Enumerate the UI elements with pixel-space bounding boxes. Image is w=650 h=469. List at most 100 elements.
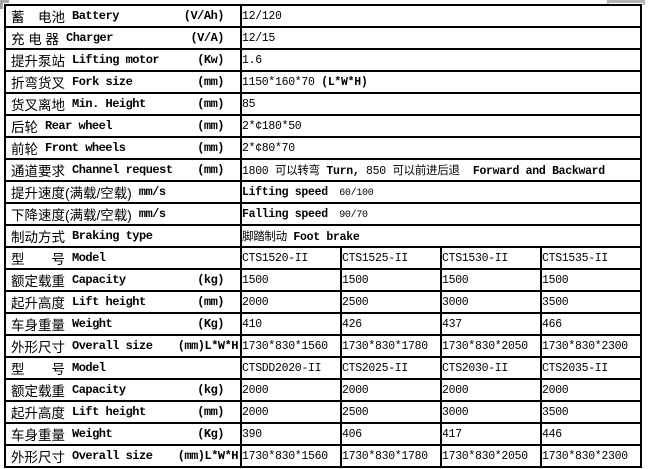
spec-table-body: 蓄 电池 Battery (V/Ah) 12/120 充 电 器 Charger (V/A)… <box>4 4 643 468</box>
row-label-en: Fork size <box>72 75 133 89</box>
value-cell: 3500 <box>539 290 643 314</box>
row-label-cell: 提升泵站 Lifting motor (Kw) <box>4 48 242 72</box>
row-label-cell: 折弯货叉 Fork size (mm) <box>4 70 242 94</box>
table-row: 额定载重 Capacity (kg) 1500 1500 1500 1500 <box>4 268 643 292</box>
row-label: 额定载重 Capacity (kg) <box>7 271 239 289</box>
value-segment: 60/100 <box>327 187 374 199</box>
table-row: 充 电 器 Charger (V/A) 12/15 <box>4 26 643 50</box>
table-row: 后轮 Rear wheel (mm) 2*¢180*50 <box>4 114 643 138</box>
value-cell: 2000 <box>340 378 442 402</box>
value-segment: (L*W*H) <box>321 75 368 89</box>
value-cell: 2*¢180*50 <box>239 114 643 138</box>
row-label-unit: (Kw) <box>197 53 224 67</box>
value-segment: 3000 <box>442 405 469 419</box>
row-label-zh: 下降速度(满载/空载) <box>11 208 132 223</box>
row-label-en: Weight <box>72 427 113 441</box>
value-cell: Lifting speed 60/100 <box>239 180 643 204</box>
row-label-zh: 额定载重 <box>11 384 65 399</box>
row-label-unit: (kg) <box>197 273 224 287</box>
value-cell: 1730*830*1780 <box>340 334 442 358</box>
value-segment: 1730*830*1560 <box>242 339 328 353</box>
row-label-cell: 车身重量 Weight (Kg) <box>4 422 242 446</box>
row-label-zh: 额定载重 <box>11 274 65 289</box>
value-segment: 1500 <box>442 273 469 287</box>
row-label-en: Capacity <box>72 273 126 287</box>
value-segment: 12/15 <box>242 31 276 45</box>
value-segment: CTS2030-II <box>442 361 509 375</box>
row-label-cell: 起升高度 Lift height (mm) <box>4 400 242 424</box>
row-label-cell: 额定载重 Capacity (kg) <box>4 268 242 292</box>
value-cell: CTS1535-II <box>539 246 643 270</box>
row-label: 折弯货叉 Fork size (mm) <box>7 73 239 91</box>
row-label-unit: (kg) <box>197 383 224 397</box>
row-label-zh: 车身重量 <box>11 318 65 333</box>
value-cell: 1730*830*2050 <box>440 334 542 358</box>
row-label-en: mm/s <box>138 207 166 221</box>
value-segment: 417 <box>442 427 462 441</box>
value-cell: CTS1520-II <box>240 246 342 270</box>
value-segment: 446 <box>542 427 562 441</box>
value-cell: CTS1530-II <box>440 246 542 270</box>
row-label-en: Braking type <box>72 229 153 243</box>
value-cell: CTSDD2020-II <box>240 356 342 380</box>
row-label: 提升泵站 Lifting motor (Kw) <box>7 51 239 69</box>
value-cell: CTS1525-II <box>340 246 442 270</box>
row-label-zh: 车身重量 <box>11 428 65 443</box>
value-cell: 85 <box>239 92 643 116</box>
value-cell: 390 <box>240 422 342 446</box>
value-cell: 3000 <box>440 290 542 314</box>
row-label-en: Min. Height <box>72 97 146 111</box>
table-row: 提升泵站 Lifting motor (Kw) 1.6 <box>4 48 643 72</box>
row-label-unit: (Kg) <box>197 427 224 441</box>
value-cell: 3500 <box>539 400 643 424</box>
value-segment: CTSDD2020-II <box>242 361 322 375</box>
row-label-en: Model <box>72 251 106 265</box>
row-label-zh: 蓄 电池 <box>11 10 65 25</box>
value-cell: 2*¢80*70 <box>239 136 643 160</box>
value-segment: 2500 <box>342 405 369 419</box>
row-label-zh: 外形尺寸 <box>11 450 65 465</box>
value-cell: 2000 <box>539 378 643 402</box>
value-cell: 466 <box>539 312 643 336</box>
value-segment: 2000 <box>542 383 569 397</box>
value-cell: 1.6 <box>239 48 643 72</box>
value-segment: 脚踏制动 <box>242 231 294 244</box>
value-segment: 1730*830*1560 <box>242 449 328 463</box>
row-label: 型 号 Model <box>7 359 239 377</box>
column-resize-handle[interactable] <box>607 0 645 5</box>
value-cell: Falling speed 90/70 <box>239 202 643 226</box>
value-segment: 466 <box>542 317 562 331</box>
row-label-zh: 货叉离地 <box>11 98 65 113</box>
value-cell: 1730*830*1560 <box>240 334 342 358</box>
value-segment: 1730*830*1780 <box>342 339 428 353</box>
value-segment: 12/120 <box>242 9 282 23</box>
value-cell: 1500 <box>440 268 542 292</box>
row-label-en: Capacity <box>72 383 126 397</box>
row-label-unit: (mm) <box>197 97 224 111</box>
value-cell: 1800 可以转弯 Turn, 850 可以前进后退 Forward and B… <box>239 158 643 182</box>
table-row: 下降速度(满载/空载) mm/s Falling speed 90/70 <box>4 202 643 226</box>
value-segment: 3500 <box>542 295 569 309</box>
value-segment: Foot brake <box>293 231 360 244</box>
value-segment: 2*¢180*50 <box>242 119 302 133</box>
value-cell: 1730*830*1780 <box>340 444 442 468</box>
table-row: 前轮 Front wheels (mm) 2*¢80*70 <box>4 136 643 160</box>
value-cell: 脚踏制动 Foot brake <box>239 224 643 248</box>
table-row: 提升速度(满载/空载) mm/s Lifting speed 60/100 <box>4 180 643 204</box>
value-cell: 406 <box>340 422 442 446</box>
row-label: 车身重量 Weight (Kg) <box>7 315 239 333</box>
value-segment: CTS1520-II <box>242 251 309 265</box>
value-cell: 2000 <box>240 400 342 424</box>
value-segment: CTS1535-II <box>542 251 609 265</box>
row-label: 起升高度 Lift height (mm) <box>7 403 239 421</box>
value-segment: 410 <box>242 317 262 331</box>
value-cell: 1500 <box>340 268 442 292</box>
row-label: 货叉离地 Min. Height (mm) <box>7 95 239 113</box>
row-label-zh: 充 电 器 <box>11 32 60 47</box>
value-segment: 2000 <box>242 405 269 419</box>
row-label: 制动方式 Braking type <box>7 227 239 245</box>
row-label-zh: 折弯货叉 <box>11 76 65 91</box>
row-label-cell: 下降速度(满载/空载) mm/s <box>4 202 242 226</box>
value-cell: 2000 <box>240 290 342 314</box>
table-move-handle[interactable] <box>0 0 9 9</box>
